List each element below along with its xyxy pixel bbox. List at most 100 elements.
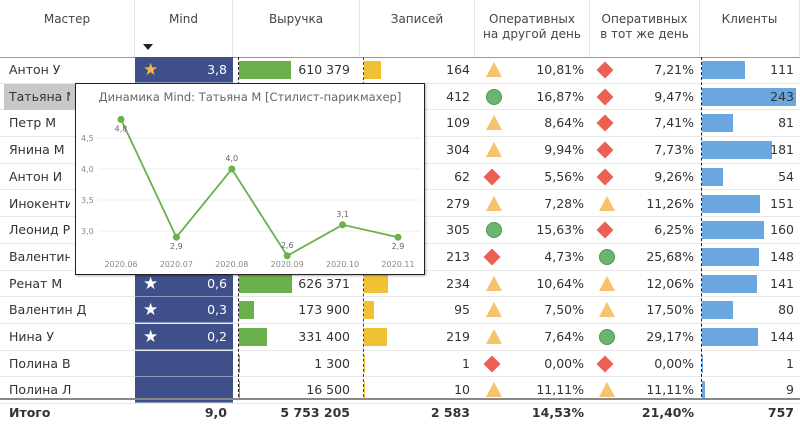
data-point (339, 221, 346, 228)
same-day-value: 9,47% (620, 84, 694, 110)
mind-cell: ★0,3 (135, 297, 233, 323)
y-tick-label: 4,5 (81, 134, 94, 143)
clients-value: 54 (760, 164, 794, 190)
clients-value: 80 (760, 297, 794, 323)
same-day-value: 29,17% (620, 324, 694, 350)
mind-line-chart: 3,03,54,04,54,82020.062,92020.074,02020.… (76, 84, 423, 273)
total-row: Итого 9,0 5 753 205 2 583 14,53% 21,40% … (0, 398, 800, 425)
y-tick-label: 3,5 (81, 196, 94, 205)
mind-value: 0,2 (207, 329, 227, 344)
records-value: 62 (426, 164, 470, 190)
same-day-value: 17,50% (620, 297, 694, 323)
clients-bar (702, 381, 705, 399)
same-day-value: 11,26% (620, 191, 694, 217)
data-label: 2,9 (392, 242, 405, 251)
warning-triangle-icon (486, 382, 502, 397)
same-day-value: 7,73% (620, 137, 694, 163)
good-circle-icon (599, 329, 615, 345)
bad-diamond-icon (597, 142, 614, 159)
bad-diamond-icon (484, 168, 501, 185)
master-name: Петр М (4, 110, 70, 136)
master-name: Инокенти (4, 191, 70, 217)
clients-value: 111 (760, 57, 794, 83)
bad-diamond-icon (597, 168, 614, 185)
bad-diamond-icon (597, 115, 614, 132)
clients-value: 148 (760, 244, 794, 270)
data-label: 3,1 (336, 210, 349, 219)
warning-triangle-icon (599, 302, 615, 317)
warning-triangle-icon (599, 276, 615, 291)
data-label: 2,6 (281, 241, 294, 250)
clients-bar (702, 328, 758, 346)
x-tick-label: 2020.08 (215, 260, 248, 269)
x-tick-label: 2020.10 (326, 260, 359, 269)
records-bar (364, 328, 387, 346)
bad-diamond-icon (484, 248, 501, 265)
data-label: 4,8 (115, 124, 128, 133)
mind-value: 3,8 (207, 62, 227, 77)
same-day-value: 7,41% (620, 110, 694, 136)
next-day-value: 8,64% (510, 110, 584, 136)
clients-bar (702, 61, 745, 79)
master-name: Валентин Д (4, 297, 132, 323)
master-name: Леонид Р (4, 217, 70, 243)
mind-cell: ★3,8 (135, 57, 233, 83)
clients-bar (702, 248, 759, 266)
total-revenue: 5 753 205 (238, 400, 350, 426)
x-tick-label: 2020.06 (104, 260, 137, 269)
clients-value: 181 (760, 137, 794, 163)
next-day-value: 10,64% (510, 271, 584, 297)
warning-triangle-icon (486, 196, 502, 211)
column-header[interactable]: Оперативных в тот же день (590, 0, 700, 57)
total-label: Итого (9, 400, 50, 426)
same-day-value: 12,06% (620, 271, 694, 297)
next-day-value: 4,73% (510, 244, 584, 270)
column-header[interactable]: Оперативных на другой день (475, 0, 590, 57)
records-value: 304 (426, 137, 470, 163)
warning-triangle-icon (486, 62, 502, 77)
column-header[interactable]: Выручка (233, 0, 360, 57)
records-value: 279 (426, 191, 470, 217)
data-point (173, 234, 180, 241)
column-header[interactable]: Записей (360, 0, 475, 57)
clients-value: 81 (760, 110, 794, 136)
good-circle-icon (486, 89, 502, 105)
revenue-value: 1 300 (238, 351, 350, 377)
records-bar (364, 301, 374, 319)
clients-bar (702, 275, 757, 293)
next-day-value: 7,28% (510, 191, 584, 217)
bad-diamond-icon (597, 88, 614, 105)
clients-bar (702, 168, 723, 186)
good-circle-icon (599, 249, 615, 265)
same-day-value: 25,68% (620, 244, 694, 270)
next-day-value: 15,63% (510, 217, 584, 243)
total-same-day: 21,40% (590, 400, 694, 426)
total-mind: 9,0 (135, 400, 227, 426)
data-point (228, 166, 235, 173)
sort-descending-icon[interactable] (143, 44, 153, 50)
column-header[interactable]: Мастер (0, 0, 135, 57)
records-value: 109 (426, 110, 470, 136)
warning-triangle-icon (486, 302, 502, 317)
next-day-value: 9,94% (510, 137, 584, 163)
clients-bar (702, 221, 764, 239)
records-value: 234 (426, 271, 470, 297)
data-label: 2,9 (170, 242, 183, 251)
warning-triangle-icon (486, 115, 502, 130)
clients-value: 141 (760, 271, 794, 297)
clients-value: 151 (760, 191, 794, 217)
records-value: 305 (426, 217, 470, 243)
x-tick-label: 2020.07 (160, 260, 193, 269)
records-bar (364, 275, 388, 293)
master-name: Нина У (4, 324, 132, 350)
revenue-value: 331 400 (238, 324, 350, 350)
column-header[interactable]: Клиенты (700, 0, 800, 57)
next-day-value: 7,64% (510, 324, 584, 350)
clients-axis-line (701, 57, 702, 397)
same-day-value: 0,00% (620, 351, 694, 377)
same-day-value: 7,21% (620, 57, 694, 83)
